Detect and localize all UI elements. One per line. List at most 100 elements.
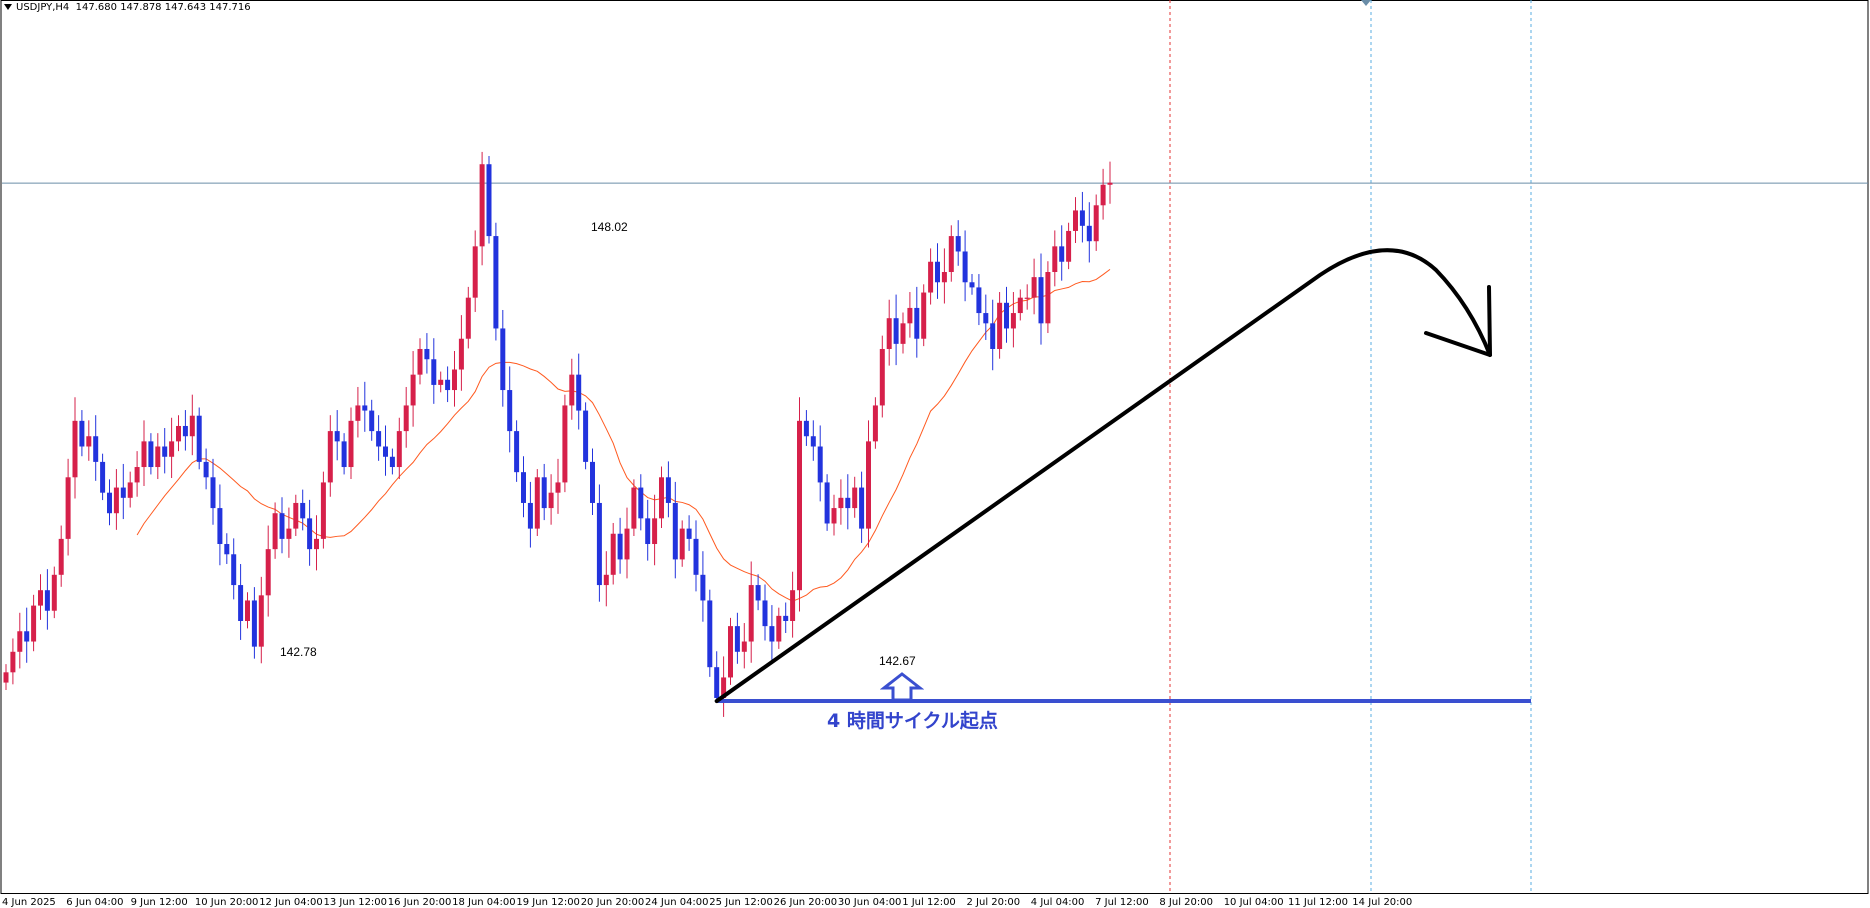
high-price-label: 148.02 — [591, 220, 628, 234]
bull-candle — [31, 605, 37, 642]
x-tick-label: 30 Jun 04:00 — [837, 897, 902, 908]
x-tick-label: 24 Jun 04:00 — [645, 897, 709, 908]
moving-average-line — [136, 268, 1111, 602]
bull-candle — [245, 600, 250, 621]
bull-candle — [320, 482, 326, 539]
bear-candle — [645, 518, 651, 545]
x-tick-label: 12 Jun 04:00 — [259, 897, 323, 908]
bull-candle — [155, 446, 161, 468]
x-tick-label: 26 Jun 20:00 — [773, 897, 838, 908]
bull-candle — [907, 307, 913, 324]
bear-candle — [962, 251, 968, 283]
bull-candle — [928, 261, 934, 293]
bear-candle — [769, 626, 775, 642]
bull-candle — [776, 615, 782, 642]
bear-candle — [196, 415, 202, 462]
bear-candle — [541, 477, 547, 509]
bull-candle — [659, 477, 664, 519]
bull-candle — [286, 528, 292, 539]
forecast-curve-arrow — [714, 248, 1492, 704]
bear-candle — [1059, 246, 1065, 262]
bull-candle — [134, 467, 140, 483]
chart-header: USDJPY,H4 147.680 147.878 147.643 147.71… — [4, 2, 251, 13]
bear-candle — [1086, 225, 1092, 242]
bull-candle — [479, 164, 485, 247]
bear-candle — [445, 379, 451, 391]
bull-candle — [403, 405, 409, 432]
bear-candle — [935, 261, 940, 283]
bull-candle — [265, 549, 271, 596]
cycle-start-label: 4 時間サイクル起点 — [827, 710, 998, 732]
x-tick-label: 18 Jun 04:00 — [452, 897, 516, 908]
x-tick-label: 9 Jun 12:00 — [130, 897, 188, 908]
bear-candle — [576, 374, 582, 411]
bull-candle — [396, 431, 402, 468]
bear-candle — [617, 533, 623, 560]
bull-candle — [258, 595, 264, 647]
bull-candle — [1052, 246, 1058, 273]
bull-candle — [872, 405, 878, 442]
bear-candle — [279, 513, 285, 539]
bear-candle — [148, 441, 154, 468]
bull-candle — [1100, 184, 1106, 206]
bull-candle — [831, 508, 837, 524]
bear-candle — [224, 544, 230, 555]
bull-candle — [348, 420, 354, 468]
bull-candle — [624, 528, 630, 560]
bear-candle — [362, 405, 368, 411]
low-price-label: 142.67 — [879, 654, 916, 668]
bull-candle — [3, 672, 9, 683]
bull-candle — [1031, 277, 1037, 298]
bear-candle — [638, 487, 644, 519]
bull-candle — [452, 369, 457, 391]
bull-candle — [921, 292, 927, 339]
bear-candle — [590, 461, 595, 503]
x-tick-label: 10 Jun 20:00 — [194, 897, 259, 908]
bull-candle — [169, 441, 175, 457]
bull-candle — [748, 585, 754, 642]
bear-candle — [217, 508, 223, 545]
bull-candle — [610, 533, 616, 575]
bear-candle — [100, 461, 106, 493]
bear-candle — [817, 446, 823, 483]
x-tick-label: 7 Jul 12:00 — [1095, 897, 1149, 908]
bull-candle — [1024, 297, 1030, 299]
bear-candle — [238, 585, 244, 621]
bull-candle — [458, 338, 464, 370]
low-left-price-label: 142.78 — [280, 645, 317, 659]
bull-candle — [465, 297, 471, 339]
x-tick-label: 2 Jul 20:00 — [966, 897, 1021, 908]
bear-candle — [955, 236, 961, 252]
up-arrow-icon — [880, 672, 924, 702]
bear-candle — [210, 477, 216, 509]
bull-candle — [10, 651, 16, 673]
bull-candle — [127, 482, 133, 498]
bear-candle — [24, 631, 30, 642]
bear-candle — [389, 456, 395, 468]
x-tick-label: 4 Jun 2025 — [2, 897, 56, 908]
bear-candle — [369, 410, 375, 432]
bear-candle — [1079, 210, 1085, 226]
bear-candle — [424, 348, 430, 360]
bear-candle — [665, 477, 671, 503]
bear-candle — [990, 323, 996, 349]
bear-candle — [93, 436, 99, 462]
bear-candle — [762, 600, 768, 627]
bear-candle — [983, 313, 989, 324]
bull-candle — [790, 590, 796, 621]
bear-candle — [383, 446, 388, 457]
bear-candle — [334, 431, 340, 442]
bear-candle — [231, 554, 237, 586]
bull-candle — [948, 236, 954, 273]
bear-candle — [182, 425, 188, 437]
bull-candle — [852, 487, 858, 509]
bear-candle — [707, 600, 713, 668]
bear-candle — [810, 436, 816, 447]
bull-candle — [86, 436, 92, 447]
bull-candle — [327, 431, 333, 483]
bear-candle — [686, 528, 692, 539]
bull-candle — [741, 641, 747, 652]
bull-candle — [548, 492, 554, 509]
bear-candle — [693, 538, 699, 575]
dropdown-triangle-icon[interactable] — [4, 4, 12, 10]
